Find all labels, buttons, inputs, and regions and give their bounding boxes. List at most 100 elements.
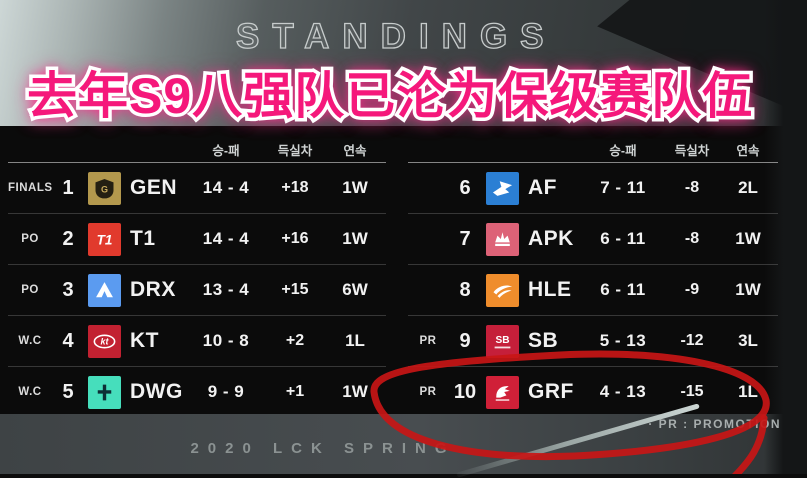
col-header-diff: 득실차 [277,143,313,158]
streak-value: 1L [738,382,758,401]
standings-row: FINALS 1 G GEN 14 - 4 +18 1W [8,163,386,213]
seed-label: PR [419,335,437,347]
col-header-winloss: 승-패 [609,143,637,158]
rank-number: 5 [62,380,74,403]
rank-number: 3 [62,278,74,301]
team-name: GEN [130,176,178,199]
standings-row: PR 10 GRF 4 - 13 -15 1L [408,366,778,417]
kt-logo-icon: kt [87,324,121,358]
svg-text:kt: kt [100,336,109,346]
table-rows-left: FINALS 1 G GEN 14 - 4 +18 1W PO 2 T1 T1 … [8,163,386,417]
win-loss-record: 13 - 4 [202,280,250,299]
standings-table-left: 승-패 득실차 연속 FINALS 1 G GEN 14 - 4 +18 1W … [8,136,386,417]
standings-row: PO 3 DRX 13 - 4 +15 6W [8,264,386,315]
drx-logo-icon [87,273,121,307]
headline-overlay: 去年S9八强队已沦为保级赛队伍 去年S9八强队已沦为保级赛队伍 去年S9八强队已… [23,64,807,128]
sb-logo-icon: SB [485,324,519,358]
standings-row: PO 2 T1 T1 14 - 4 +16 1W [8,213,386,264]
standings-row: 6 AF 7 - 11 -8 2L [408,163,778,213]
team-name: HLE [528,278,572,301]
streak-value: 1L [345,331,365,350]
streak-value: 2L [738,178,758,197]
team-name: KT [130,329,159,352]
streak-value: 6W [342,280,368,299]
win-loss-record: 6 - 11 [600,229,646,248]
seed-label: PR [419,386,437,398]
svg-text:SB: SB [495,335,509,346]
grf-logo-icon [485,375,519,409]
apk-logo-icon [485,222,519,256]
seed-label: W.C [18,335,42,347]
streak-value: 1W [342,382,368,401]
team-name: GRF [528,380,574,403]
game-differential: +2 [285,332,305,349]
af-logo-icon [485,171,519,205]
win-loss-record: 6 - 11 [600,280,646,299]
game-differential: -8 [684,179,700,196]
team-name: AF [528,176,557,199]
streak-value: 1W [735,229,761,248]
headline-stroke: 去年S9八强队已沦为保级赛队伍 [23,65,755,128]
svg-text:T1: T1 [96,232,112,247]
win-loss-record: 14 - 4 [202,178,250,197]
game-differential: -12 [680,332,704,349]
team-name: DWG [130,380,183,403]
win-loss-record: 4 - 13 [599,382,647,401]
promotion-legend: · PR : PROMOTION [648,417,781,431]
col-header-diff: 득실차 [674,143,710,158]
table-rows-right: 6 AF 7 - 11 -8 2L 7 APK 6 - 11 -8 1W 8 H… [408,163,778,417]
streak-value: 3L [738,331,758,350]
game-differential: +1 [285,383,305,400]
seed-label: PO [21,284,39,296]
standings-row: PR 9 SB SB 5 - 13 -12 3L [408,315,778,366]
seed-label: FINALS [8,182,53,194]
streak-value: 1W [735,280,761,299]
rank-number: 6 [459,176,471,199]
rank-number: 9 [459,329,471,352]
game-differential: -15 [680,383,704,400]
seed-label: PO [21,233,39,245]
headline-text: 去年S9八强队已沦为保级赛队伍 [27,68,754,124]
rank-number: 8 [459,278,471,301]
standings-row: 7 APK 6 - 11 -8 1W [408,213,778,264]
rank-number: 10 [453,380,477,403]
game-differential: +15 [281,281,309,298]
svg-text:G: G [100,184,107,194]
streak-value: 1W [342,178,368,197]
table-header: 승-패 득실차 연속 [8,136,386,163]
win-loss-record: 5 - 13 [599,331,647,350]
seed-label: W.C [18,386,42,398]
win-loss-record: 7 - 11 [600,178,646,197]
team-name: T1 [130,227,156,250]
win-loss-record: 14 - 4 [202,229,250,248]
win-loss-record: 10 - 8 [202,331,250,350]
rank-number: 1 [62,176,74,199]
right-edge-shadow [764,0,807,474]
dwg-logo-icon [87,375,121,409]
game-differential: +16 [281,230,309,247]
rank-number: 4 [62,329,74,352]
game-differential: +18 [281,179,309,196]
hle-logo-icon [485,273,519,307]
standings-row: W.C 5 DWG 9 - 9 +1 1W [8,366,386,417]
standings-title: STANDINGS [235,16,557,56]
streak-value: 1W [342,229,368,248]
team-name: APK [528,227,574,250]
col-header-streak: 연속 [736,143,760,158]
season-label: 2020 LCK SPRING [190,440,456,457]
team-name: SB [528,329,559,352]
col-header-winloss: 승-패 [212,143,240,158]
team-name: DRX [130,278,176,301]
t1-logo-icon: T1 [87,222,121,256]
gen-logo-icon: G [87,171,121,205]
game-differential: -8 [684,230,700,247]
rank-number: 7 [459,227,471,250]
game-differential: -9 [684,281,700,298]
win-loss-record: 9 - 9 [207,382,245,401]
standings-row: W.C 4 kt KT 10 - 8 +2 1L [8,315,386,366]
standings-row: 8 HLE 6 - 11 -9 1W [408,264,778,315]
col-header-streak: 연속 [343,143,367,158]
standings-table-right: 승-패 득실차 연속 6 AF 7 - 11 -8 2L 7 APK 6 - 1… [408,136,778,417]
table-header: 승-패 득실차 연속 [408,136,778,163]
headline-glow: 去年S9八强队已沦为保级赛队伍 [27,68,754,124]
